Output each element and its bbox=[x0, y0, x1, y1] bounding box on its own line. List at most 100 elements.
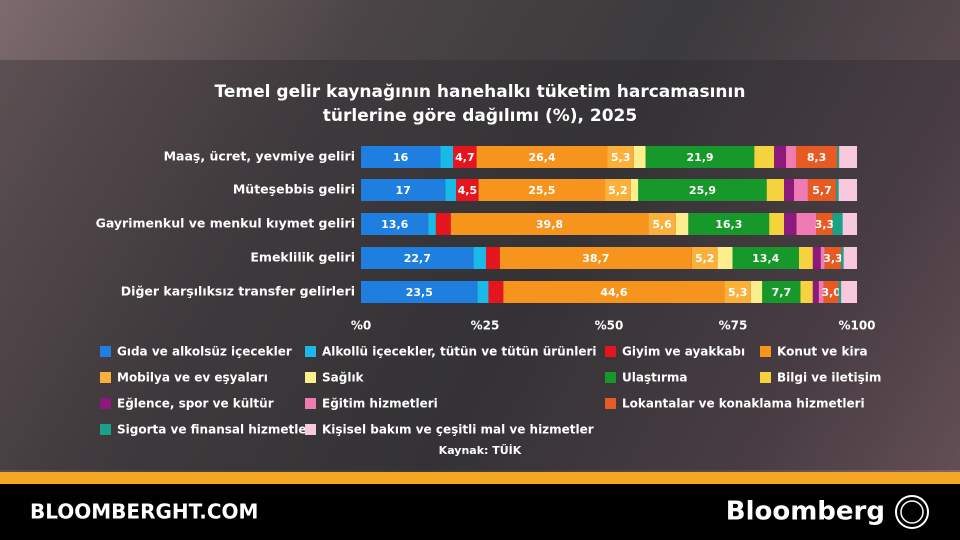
legend-label: Bilgi ve iletişim bbox=[777, 371, 881, 385]
logo bbox=[895, 495, 929, 529]
bar-segment bbox=[841, 247, 844, 269]
legend-label: Sağlık bbox=[322, 371, 365, 385]
bar-segment bbox=[824, 247, 842, 269]
category-label: Müteşebbis geliri bbox=[233, 182, 355, 197]
bar-segment bbox=[732, 247, 799, 269]
bar-segment bbox=[798, 247, 813, 269]
bar-segment bbox=[820, 247, 825, 269]
value-label: 3,0 bbox=[821, 286, 841, 299]
bar-segment bbox=[675, 213, 689, 235]
bar-segment bbox=[812, 281, 819, 303]
bar-segment bbox=[453, 146, 477, 168]
x-tick-label: %75 bbox=[719, 319, 748, 333]
legend-label: Mobilya ve ev eşyaları bbox=[117, 371, 268, 385]
bar-segment bbox=[841, 281, 857, 303]
legend-swatch bbox=[100, 346, 111, 357]
legend-swatch bbox=[305, 424, 316, 435]
bar-segment bbox=[607, 146, 634, 168]
value-label: 23,5 bbox=[406, 286, 433, 299]
bar-segment bbox=[361, 213, 429, 235]
bar-segment bbox=[838, 281, 842, 303]
x-tick-label: %0 bbox=[351, 319, 371, 333]
bar-segment bbox=[762, 281, 801, 303]
bar-segment bbox=[630, 179, 639, 201]
bar-segment bbox=[361, 281, 478, 303]
source: Kaynak: TÜİK bbox=[439, 443, 522, 457]
legend-label: Eğitim hizmetleri bbox=[322, 397, 438, 411]
bar-segment bbox=[837, 146, 840, 168]
legend-label: Konut ve kira bbox=[777, 345, 868, 359]
bar-segment bbox=[794, 179, 808, 201]
bar-segment bbox=[766, 179, 785, 201]
category-label: Emeklilik geliri bbox=[250, 250, 355, 265]
bar-segment bbox=[450, 213, 649, 235]
bar-segment bbox=[807, 179, 837, 201]
value-label: 5,7 bbox=[812, 184, 832, 197]
bar-segment bbox=[476, 146, 608, 168]
bar-segment bbox=[823, 281, 839, 303]
bar-segment bbox=[838, 179, 857, 201]
bar-segment bbox=[688, 213, 770, 235]
bar-segment bbox=[488, 281, 504, 303]
value-label: 5,3 bbox=[611, 151, 631, 164]
x-tick-label: %100 bbox=[838, 319, 875, 333]
bar-segment bbox=[812, 247, 821, 269]
category-label: Maaş, ücret, yevmiye geliri bbox=[164, 149, 355, 164]
value-label: 25,5 bbox=[528, 184, 555, 197]
legend-swatch bbox=[305, 346, 316, 357]
value-label: 39,8 bbox=[536, 218, 563, 231]
bar-segment bbox=[456, 179, 479, 201]
bar-segment bbox=[645, 146, 755, 168]
bar-segment bbox=[839, 146, 857, 168]
bar-segment bbox=[478, 179, 606, 201]
bar-segment bbox=[503, 281, 725, 303]
value-label: 21,9 bbox=[686, 151, 713, 164]
bar-segment bbox=[605, 179, 631, 201]
footer bbox=[0, 484, 960, 540]
value-label: 3,3 bbox=[823, 252, 843, 265]
value-label: 7,7 bbox=[772, 286, 792, 299]
value-label: 5,3 bbox=[728, 286, 748, 299]
bar-segment bbox=[361, 247, 474, 269]
footer-site: BLOOMBERGHT.COM bbox=[30, 500, 258, 524]
bar-segment bbox=[832, 213, 843, 235]
bar-segment bbox=[473, 247, 486, 269]
legend-swatch bbox=[100, 424, 111, 435]
logo bbox=[900, 500, 924, 524]
bar-segment bbox=[800, 281, 813, 303]
x-tick-label: %50 bbox=[595, 319, 624, 333]
legend-swatch bbox=[605, 372, 616, 383]
bar-segment bbox=[435, 213, 451, 235]
bar-segment bbox=[843, 247, 857, 269]
bar-segment bbox=[361, 146, 441, 168]
value-label: 38,7 bbox=[582, 252, 609, 265]
value-label: 5,2 bbox=[695, 252, 715, 265]
bar-segment bbox=[717, 247, 733, 269]
footer-stripe bbox=[0, 472, 960, 484]
legend-swatch bbox=[305, 398, 316, 409]
bar-segment bbox=[724, 281, 751, 303]
bar-segment bbox=[754, 146, 775, 168]
bar-segment bbox=[361, 179, 446, 201]
bar-segment bbox=[818, 281, 824, 303]
bar-segment bbox=[769, 213, 785, 235]
value-label: 44,6 bbox=[600, 286, 627, 299]
legend-swatch bbox=[100, 372, 111, 383]
value-label: 25,9 bbox=[689, 184, 716, 197]
bar-segment bbox=[633, 146, 646, 168]
legend-label: Ulaştırma bbox=[622, 371, 687, 385]
value-label: 4,5 bbox=[458, 184, 478, 197]
value-label: 8,3 bbox=[807, 151, 827, 164]
value-label: 5,2 bbox=[608, 184, 628, 197]
value-label: 13,6 bbox=[381, 218, 408, 231]
bar-segment bbox=[485, 247, 500, 269]
legend-label: Eğlence, spor ve kültür bbox=[117, 397, 274, 411]
bar-segment bbox=[795, 146, 838, 168]
bar-segment bbox=[750, 281, 763, 303]
bar-segment bbox=[842, 213, 857, 235]
bar-segment bbox=[836, 179, 839, 201]
footer-brand: Bloomberg bbox=[726, 497, 885, 527]
legend-swatch bbox=[760, 346, 771, 357]
